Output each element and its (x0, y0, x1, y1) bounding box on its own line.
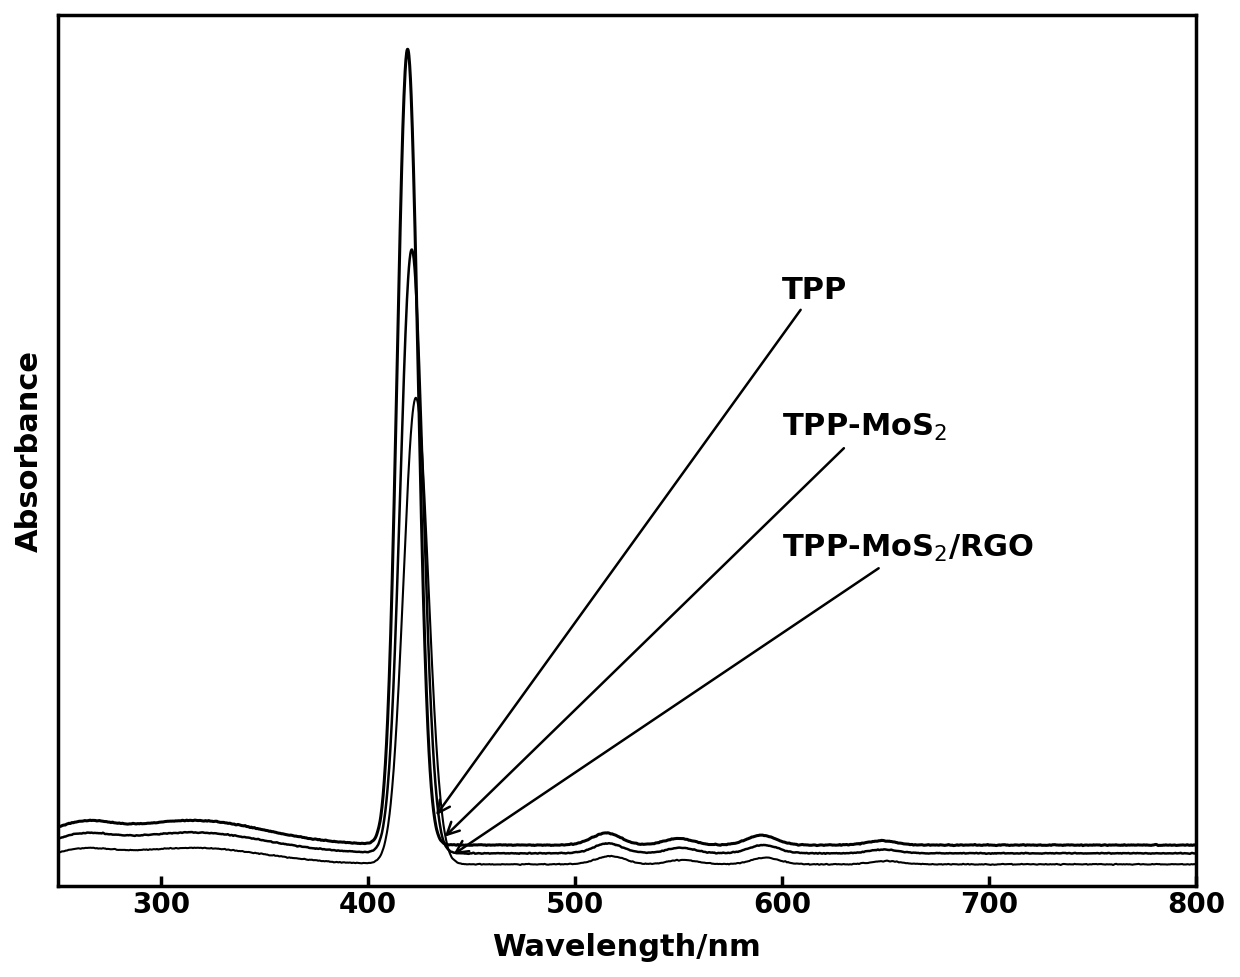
X-axis label: Wavelength/nm: Wavelength/nm (492, 933, 761, 962)
Text: TPP-MoS$_2$: TPP-MoS$_2$ (446, 412, 947, 834)
Text: TPP: TPP (438, 276, 847, 813)
Text: TPP-MoS$_2$/RGO: TPP-MoS$_2$/RGO (455, 532, 1034, 853)
Y-axis label: Absorbance: Absorbance (15, 350, 43, 552)
